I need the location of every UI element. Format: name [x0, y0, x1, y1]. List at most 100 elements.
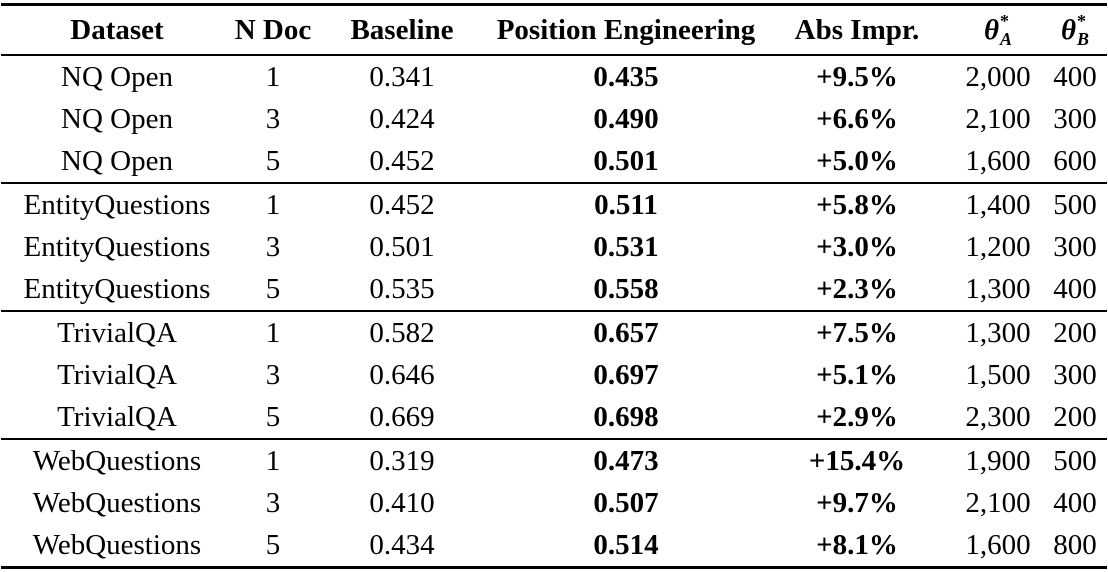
cell-n-doc: 3	[265, 358, 281, 391]
theta-a-math: θ * A	[983, 12, 1012, 48]
table-row: EntityQuestions 5 0.535 0.558 +2.3% 1,30…	[1, 268, 1107, 311]
col-header-dataset: Dataset	[70, 13, 164, 46]
cell-abs-impr: +15.4%	[808, 444, 906, 477]
cell-position-engineering: 0.511	[594, 188, 658, 221]
table-row: TrivialQA 1 0.582 0.657 +7.5% 1,300 200	[1, 311, 1107, 354]
cell-n-doc: 5	[265, 272, 281, 305]
cell-dataset: EntityQuestions	[23, 230, 211, 263]
cell-baseline: 0.410	[369, 486, 435, 519]
table-row: EntityQuestions 1 0.452 0.511 +5.8% 1,40…	[1, 183, 1107, 226]
cell-dataset: TrivialQA	[57, 316, 177, 349]
theta-b-supsub: * B	[1077, 12, 1089, 48]
table-row: TrivialQA 5 0.669 0.698 +2.9% 2,300 200	[1, 396, 1107, 439]
table-row: EntityQuestions 3 0.501 0.531 +3.0% 1,20…	[1, 226, 1107, 268]
theta-a-sub-letter: A	[1000, 29, 1013, 49]
cell-theta-a: 1,600	[965, 144, 1031, 177]
cell-theta-a: 1,900	[965, 444, 1031, 477]
cell-theta-a: 1,600	[965, 528, 1031, 561]
cell-n-doc: 1	[265, 188, 281, 221]
cell-position-engineering: 0.435	[593, 60, 659, 93]
cell-theta-a: 2,100	[965, 102, 1031, 135]
cell-theta-b: 400	[1053, 272, 1097, 305]
theta-b-sub-letter: B	[1077, 29, 1090, 49]
cell-dataset: WebQuestions	[32, 444, 202, 477]
cell-theta-b: 400	[1053, 486, 1097, 519]
cell-theta-a: 1,200	[965, 230, 1031, 263]
theta-b-math: θ * B	[1060, 12, 1089, 48]
cell-theta-b: 300	[1053, 230, 1097, 263]
cell-n-doc: 5	[265, 144, 281, 177]
cell-dataset: NQ Open	[61, 144, 173, 177]
cell-theta-a: 1,300	[965, 272, 1031, 305]
cell-baseline: 0.501	[369, 230, 435, 263]
theta-a-sup-star: *	[1000, 11, 1010, 32]
cell-theta-b: 400	[1053, 60, 1097, 93]
cell-theta-b: 300	[1053, 358, 1097, 391]
cell-baseline: 0.646	[369, 358, 435, 391]
cell-n-doc: 3	[265, 102, 281, 135]
table-row: NQ Open 3 0.424 0.490 +6.6% 2,100 300	[1, 98, 1107, 140]
cell-dataset: WebQuestions	[32, 486, 202, 519]
cell-theta-b: 300	[1053, 102, 1097, 135]
cell-position-engineering: 0.514	[593, 528, 659, 561]
col-header-n-doc: N Doc	[234, 13, 312, 46]
cell-dataset: EntityQuestions	[23, 188, 211, 221]
cell-abs-impr: +8.1%	[816, 528, 898, 561]
cell-dataset: NQ Open	[61, 60, 173, 93]
cell-theta-b: 500	[1053, 188, 1097, 221]
cell-dataset: WebQuestions	[32, 528, 202, 561]
theta-a-supsub: * A	[1000, 12, 1012, 48]
cell-baseline: 0.535	[369, 272, 435, 305]
cell-abs-impr: +3.0%	[816, 230, 898, 263]
theta-symbol: θ	[1060, 14, 1077, 47]
table-row: NQ Open 5 0.452 0.501 +5.0% 1,600 600	[1, 140, 1107, 183]
cell-baseline: 0.319	[369, 444, 435, 477]
table-row: NQ Open 1 0.341 0.435 +9.5% 2,000 400	[1, 55, 1107, 98]
cell-n-doc: 5	[265, 528, 281, 561]
cell-abs-impr: +5.8%	[816, 188, 898, 221]
cell-theta-b: 200	[1053, 316, 1097, 349]
table-row: TrivialQA 3 0.646 0.697 +5.1% 1,500 300	[1, 354, 1107, 396]
cell-theta-a: 2,000	[965, 60, 1031, 93]
cell-theta-a: 2,100	[965, 486, 1031, 519]
cell-abs-impr: +9.5%	[816, 60, 898, 93]
cell-n-doc: 1	[265, 60, 281, 93]
cell-baseline: 0.582	[369, 316, 435, 349]
results-table: Dataset N Doc Baseline Position Engineer…	[1, 3, 1107, 569]
cell-baseline: 0.452	[369, 188, 435, 221]
cell-n-doc: 1	[265, 444, 281, 477]
dataset-group: TrivialQA 1 0.582 0.657 +7.5% 1,300 200 …	[1, 311, 1107, 439]
cell-abs-impr: +2.9%	[816, 400, 898, 433]
cell-baseline: 0.669	[369, 400, 435, 433]
cell-position-engineering: 0.697	[593, 358, 659, 391]
cell-dataset: EntityQuestions	[23, 272, 211, 305]
dataset-group: WebQuestions 1 0.319 0.473 +15.4% 1,900 …	[1, 439, 1107, 568]
cell-theta-b: 800	[1053, 528, 1097, 561]
cell-abs-impr: +5.1%	[816, 358, 898, 391]
cell-baseline: 0.424	[369, 102, 435, 135]
cell-baseline: 0.341	[369, 60, 435, 93]
cell-position-engineering: 0.531	[593, 230, 659, 263]
cell-theta-a: 2,300	[965, 400, 1031, 433]
cell-baseline: 0.434	[369, 528, 435, 561]
table-row: WebQuestions 1 0.319 0.473 +15.4% 1,900 …	[1, 439, 1107, 482]
cell-theta-a: 1,300	[965, 316, 1031, 349]
cell-dataset: TrivialQA	[57, 358, 177, 391]
col-header-baseline: Baseline	[350, 13, 454, 46]
cell-theta-b: 600	[1053, 144, 1097, 177]
cell-abs-impr: +2.3%	[816, 272, 898, 305]
cell-n-doc: 1	[265, 316, 281, 349]
cell-position-engineering: 0.657	[593, 316, 659, 349]
cell-n-doc: 5	[265, 400, 281, 433]
cell-n-doc: 3	[265, 230, 281, 263]
theta-symbol: θ	[983, 14, 1000, 47]
dataset-group: NQ Open 1 0.341 0.435 +9.5% 2,000 400 NQ…	[1, 55, 1107, 183]
cell-theta-b: 200	[1053, 400, 1097, 433]
cell-abs-impr: +5.0%	[816, 144, 898, 177]
table-header: Dataset N Doc Baseline Position Engineer…	[1, 5, 1107, 55]
cell-dataset: NQ Open	[61, 102, 173, 135]
cell-theta-a: 1,400	[965, 188, 1031, 221]
cell-position-engineering: 0.501	[593, 144, 659, 177]
cell-theta-a: 1,500	[965, 358, 1031, 391]
